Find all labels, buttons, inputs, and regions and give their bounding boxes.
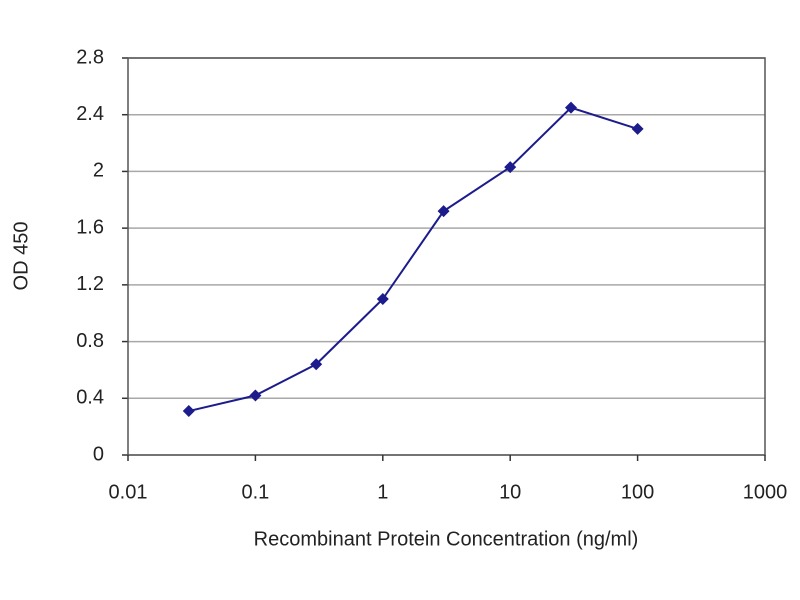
data-point [437, 205, 450, 218]
data-point [182, 405, 195, 418]
plot-frame [127, 57, 766, 456]
data-point [310, 358, 323, 371]
y-tick-label: 1.2 [76, 273, 104, 295]
y-tick-label: 0.8 [76, 330, 104, 352]
data-point [249, 389, 262, 402]
y-axis-label: OD 450 [10, 222, 32, 291]
y-tick-label: 2.8 [76, 46, 104, 68]
data-point [564, 101, 577, 114]
y-tick-label: 1.6 [76, 216, 104, 238]
y-tick-label: 0 [93, 443, 104, 465]
x-tick-label: 10 [499, 481, 521, 503]
x-tick-label: 0.01 [109, 481, 148, 503]
x-tick-label: 0.1 [241, 481, 269, 503]
y-tick-label: 2.4 [76, 103, 104, 125]
data-point [504, 161, 517, 174]
x-tick-label: 100 [621, 481, 654, 503]
data-point [631, 122, 644, 135]
x-tick-label: 1000 [743, 481, 788, 503]
y-tick-label: 2 [93, 160, 104, 182]
x-tick-label: 1 [377, 481, 388, 503]
x-axis-label: Recombinant Protein Concentration (ng/ml… [254, 528, 639, 550]
y-tick-label: 0.4 [76, 387, 104, 409]
data-point [376, 293, 389, 306]
data-line [188, 106, 638, 413]
